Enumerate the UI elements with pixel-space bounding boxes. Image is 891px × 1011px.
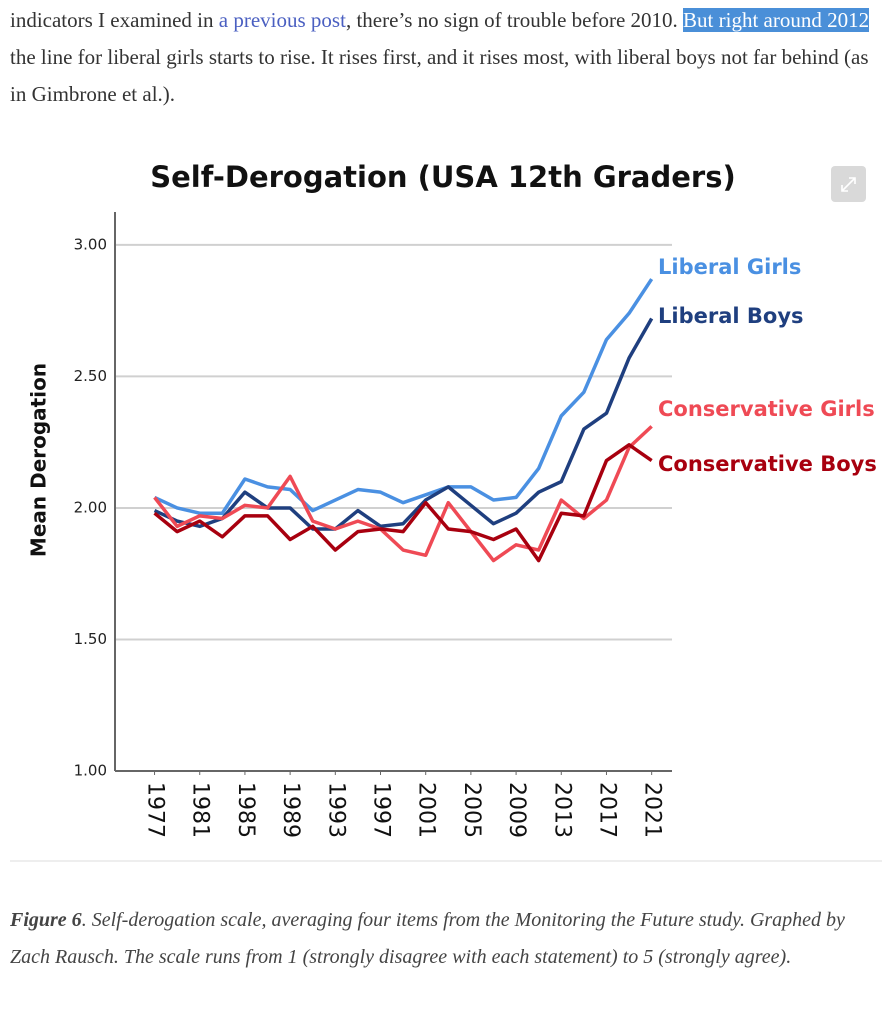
- series-label: Liberal Girls: [658, 255, 801, 279]
- x-tick-label: 2001: [414, 782, 439, 838]
- x-tick-label: 2009: [504, 782, 529, 838]
- y-tick-label: 3.00: [74, 235, 107, 253]
- x-tick-label: 1977: [143, 782, 168, 838]
- x-tick-label: 2005: [459, 782, 484, 838]
- chart: Self-Derogation (USA 12th Graders) Mean …: [10, 140, 882, 862]
- text: the line for liberal girls starts to ris…: [10, 45, 869, 106]
- x-tick-label: 2013: [549, 782, 574, 838]
- highlight: But right around 2012: [683, 8, 870, 32]
- y-tick-label: 2.50: [74, 367, 107, 385]
- series-label: Conservative Boys: [658, 452, 877, 476]
- x-tick-label: 1985: [233, 782, 258, 838]
- y-tick-label: 1.00: [74, 762, 107, 780]
- series-label: Conservative Girls: [658, 397, 875, 421]
- series-line: [153, 278, 654, 515]
- caption-text: . Self-derogation scale, averaging four …: [10, 909, 845, 968]
- x-tick-label: 1989: [278, 782, 303, 838]
- expand-button[interactable]: [831, 166, 866, 202]
- series-line: [153, 443, 653, 563]
- x-tick-label: 2021: [640, 782, 665, 838]
- chart-background: [10, 140, 882, 862]
- caption-label: Figure 6: [10, 909, 82, 931]
- text: , there’s no sign of trouble before 2010…: [345, 8, 684, 32]
- x-tick-label: 2017: [594, 782, 619, 838]
- x-tick-label: 1993: [323, 782, 348, 838]
- y-tick-label: 1.50: [74, 630, 107, 648]
- chart-title: Self-Derogation (USA 12th Graders): [150, 160, 736, 194]
- y-axis-label: Mean Derogation: [27, 363, 51, 557]
- x-tick-label: 1981: [188, 782, 213, 838]
- link[interactable]: a previous post: [218, 8, 346, 32]
- caption: Figure 6. Self-derogation scale, averagi…: [10, 902, 872, 976]
- series-line: [153, 425, 653, 563]
- series-line: [153, 317, 654, 531]
- y-tick-label: 2.00: [74, 498, 107, 516]
- text: indicators I examined in: [10, 8, 219, 32]
- series-label: Liberal Boys: [658, 304, 804, 328]
- paragraph: indicators I examined in a previous post…: [10, 2, 872, 113]
- x-tick-label: 1997: [369, 782, 394, 838]
